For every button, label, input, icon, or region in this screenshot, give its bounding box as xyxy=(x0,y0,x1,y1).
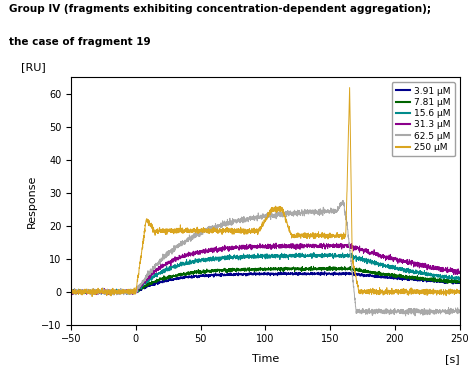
250 μM xyxy=(68,290,74,294)
62.5 μM xyxy=(136,286,141,290)
15.6 μM xyxy=(311,251,317,255)
250 μM xyxy=(136,272,141,276)
3.91 μM xyxy=(113,290,118,294)
Line: 3.91 μM: 3.91 μM xyxy=(71,272,460,294)
7.81 μM xyxy=(457,281,463,285)
7.81 μM xyxy=(234,269,240,273)
Text: [RU]: [RU] xyxy=(20,62,46,73)
62.5 μM xyxy=(457,310,463,314)
250 μM xyxy=(234,229,240,234)
7.81 μM xyxy=(327,264,333,268)
31.3 μM xyxy=(273,241,279,245)
62.5 μM xyxy=(217,222,223,227)
31.3 μM xyxy=(105,293,111,297)
15.6 μM xyxy=(93,292,99,297)
31.3 μM xyxy=(113,289,118,293)
62.5 μM xyxy=(113,290,118,295)
250 μM xyxy=(449,290,455,294)
Line: 250 μM: 250 μM xyxy=(71,87,460,297)
15.6 μM xyxy=(457,276,463,280)
31.3 μM xyxy=(218,248,223,252)
62.5 μM xyxy=(408,308,413,313)
250 μM xyxy=(113,287,118,292)
62.5 μM xyxy=(449,310,455,315)
31.3 μM xyxy=(68,289,74,293)
15.6 μM xyxy=(113,290,118,294)
7.81 μM xyxy=(113,290,118,295)
Text: [s]: [s] xyxy=(445,354,460,365)
62.5 μM xyxy=(340,198,346,203)
31.3 μM xyxy=(449,268,455,272)
3.91 μM xyxy=(234,272,240,277)
7.81 μM xyxy=(408,275,413,280)
Text: the case of fragment 19: the case of fragment 19 xyxy=(9,37,151,47)
Text: Group IV (fragments exhibiting concentration-dependent aggregation);: Group IV (fragments exhibiting concentra… xyxy=(9,4,431,14)
3.91 μM xyxy=(449,280,455,284)
7.81 μM xyxy=(136,290,141,294)
3.91 μM xyxy=(68,289,74,294)
Line: 31.3 μM: 31.3 μM xyxy=(71,243,460,295)
Text: Time: Time xyxy=(252,354,279,365)
15.6 μM xyxy=(449,276,455,280)
31.3 μM xyxy=(457,271,463,275)
3.91 μM xyxy=(322,269,328,274)
3.91 μM xyxy=(136,288,141,292)
3.91 μM xyxy=(408,276,413,280)
250 μM xyxy=(457,288,463,293)
3.91 μM xyxy=(218,274,223,279)
62.5 μM xyxy=(68,288,74,292)
Y-axis label: Response: Response xyxy=(27,175,37,228)
7.81 μM xyxy=(127,292,133,296)
31.3 μM xyxy=(136,283,141,288)
Legend: 3.91 μM, 7.81 μM, 15.6 μM, 31.3 μM, 62.5 μM, 250 μM: 3.91 μM, 7.81 μM, 15.6 μM, 31.3 μM, 62.5… xyxy=(392,82,455,156)
3.91 μM xyxy=(102,292,108,296)
250 μM xyxy=(89,294,95,299)
250 μM xyxy=(408,286,413,290)
62.5 μM xyxy=(403,314,409,318)
15.6 μM xyxy=(234,254,240,258)
15.6 μM xyxy=(68,291,74,295)
Line: 7.81 μM: 7.81 μM xyxy=(71,266,460,294)
250 μM xyxy=(218,227,223,231)
250 μM xyxy=(347,85,353,90)
31.3 μM xyxy=(408,260,413,264)
Line: 15.6 μM: 15.6 μM xyxy=(71,253,460,294)
15.6 μM xyxy=(218,255,223,260)
7.81 μM xyxy=(218,267,223,272)
15.6 μM xyxy=(136,287,141,291)
7.81 μM xyxy=(68,291,74,296)
3.91 μM xyxy=(457,280,463,285)
31.3 μM xyxy=(234,245,240,250)
62.5 μM xyxy=(234,220,240,224)
Line: 62.5 μM: 62.5 μM xyxy=(71,200,460,316)
15.6 μM xyxy=(408,268,413,272)
7.81 μM xyxy=(449,279,455,283)
